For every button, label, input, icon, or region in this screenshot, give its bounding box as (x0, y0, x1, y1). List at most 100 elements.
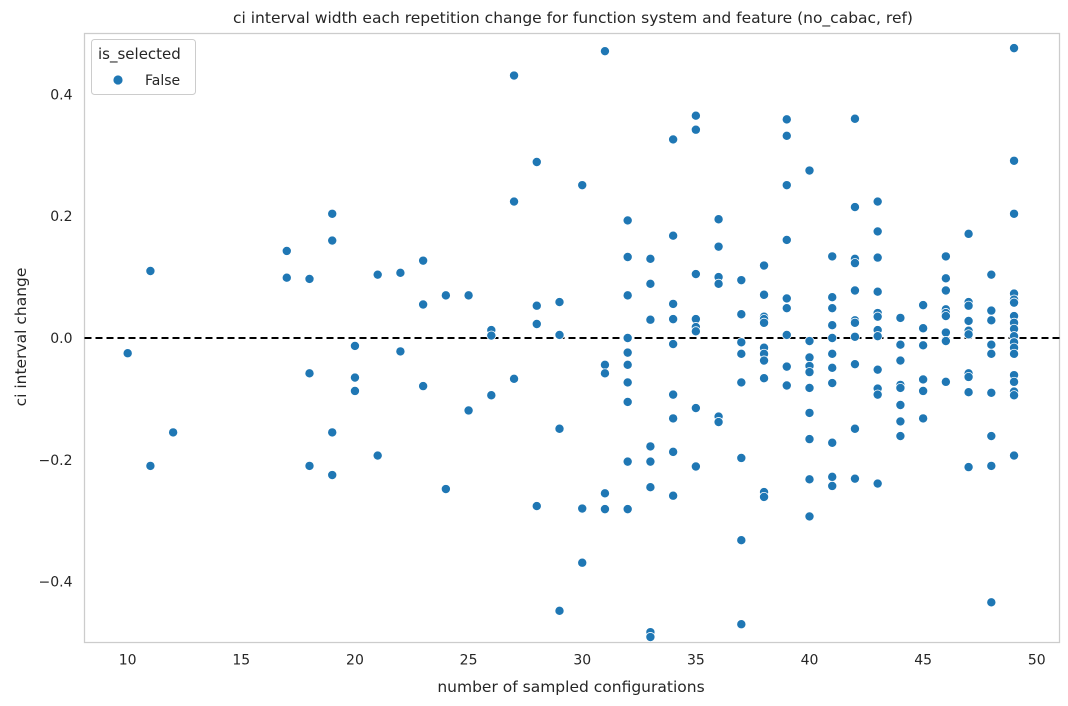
data-point (509, 373, 520, 384)
data-point (395, 346, 406, 357)
data-point (963, 300, 974, 311)
data-point (531, 300, 542, 311)
data-point (940, 311, 951, 322)
data-point (918, 300, 929, 311)
y-tick-label: 0.2 (50, 209, 72, 225)
x-tick-label: 40 (801, 653, 819, 669)
data-point (736, 619, 747, 630)
data-point (849, 473, 860, 484)
data-point (849, 113, 860, 124)
data-point (986, 431, 997, 442)
data-point (690, 269, 701, 280)
data-point (804, 407, 815, 418)
data-point (804, 434, 815, 445)
data-point (759, 355, 770, 366)
data-point (1009, 155, 1020, 166)
data-point (372, 269, 383, 280)
data-point (145, 460, 156, 471)
data-point (645, 441, 656, 452)
data-point (1009, 43, 1020, 54)
y-tick-label: 0.0 (50, 331, 72, 347)
data-point (827, 437, 838, 448)
data-point (690, 110, 701, 121)
data-point (781, 180, 792, 191)
data-point (668, 230, 679, 241)
x-tick-label: 20 (346, 653, 364, 669)
data-point (1009, 376, 1020, 387)
data-point (781, 329, 792, 340)
data-point (327, 235, 338, 246)
data-point (849, 423, 860, 434)
data-point (736, 377, 747, 388)
data-point (349, 385, 360, 396)
data-point (986, 315, 997, 326)
data-point (963, 371, 974, 382)
data-point (986, 269, 997, 280)
data-point (804, 367, 815, 378)
data-point (554, 329, 565, 340)
data-point (531, 501, 542, 512)
data-point (1009, 297, 1020, 308)
data-point (872, 478, 883, 489)
data-point (849, 359, 860, 370)
data-point (963, 315, 974, 326)
legend-marker (112, 74, 124, 86)
data-point (759, 373, 770, 384)
x-tick-labels: 10 15 20 25 30 35 40 45 50 (119, 653, 1046, 669)
y-axis-label: ci interval change (12, 268, 30, 407)
data-point (759, 289, 770, 300)
data-point (918, 385, 929, 396)
data-point (349, 340, 360, 351)
data-point (713, 241, 724, 252)
data-point (849, 285, 860, 296)
data-point (895, 399, 906, 410)
data-point (872, 252, 883, 263)
data-point (940, 273, 951, 284)
legend-label-false: False (145, 73, 180, 89)
data-point (736, 348, 747, 359)
data-point (281, 272, 292, 283)
data-point (895, 312, 906, 323)
data-point (668, 314, 679, 325)
data-point (690, 326, 701, 337)
data-point (577, 503, 588, 514)
data-point (759, 260, 770, 271)
data-point (622, 504, 633, 515)
data-point (668, 339, 679, 350)
data-point (668, 446, 679, 457)
data-point (713, 278, 724, 289)
data-point (599, 368, 610, 379)
data-point (940, 285, 951, 296)
data-point (645, 456, 656, 467)
data-point (827, 348, 838, 359)
data-point (463, 405, 474, 416)
y-tick-label: 0.4 (50, 87, 72, 103)
data-point (827, 303, 838, 314)
data-point (895, 355, 906, 366)
data-point (327, 470, 338, 481)
data-point (872, 196, 883, 207)
data-point (327, 208, 338, 219)
data-point (918, 340, 929, 351)
data-point (781, 361, 792, 372)
data-point (986, 387, 997, 398)
data-point (827, 471, 838, 482)
data-point (486, 330, 497, 341)
data-point (440, 290, 451, 301)
x-tick-label: 45 (914, 653, 932, 669)
data-point (418, 381, 429, 392)
data-point (986, 339, 997, 350)
data-point (781, 303, 792, 314)
data-point (940, 336, 951, 347)
data-point (645, 314, 656, 325)
data-point (895, 416, 906, 427)
data-point (645, 482, 656, 493)
data-point (531, 318, 542, 329)
data-point (668, 298, 679, 309)
data-point (145, 266, 156, 277)
data-point (804, 382, 815, 393)
data-point (554, 605, 565, 616)
data-point (690, 403, 701, 414)
data-point (736, 452, 747, 463)
